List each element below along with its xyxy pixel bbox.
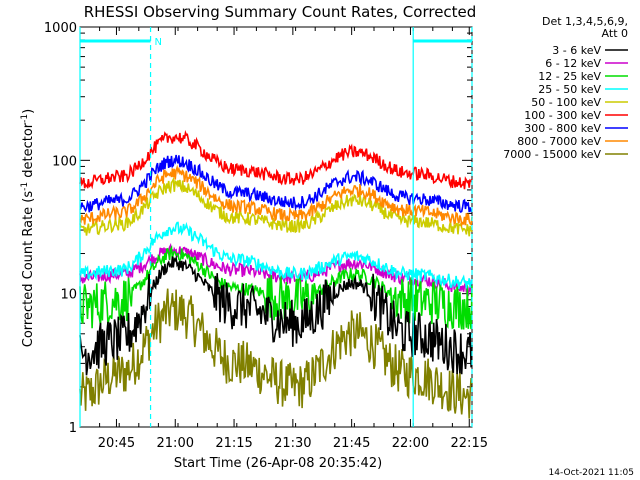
y-axis-label: Corrected Count Rate (s-1 detector-1) [20,109,36,347]
x-tick-label: 22:00 [392,436,429,451]
attenuator-label: N [155,37,162,48]
legend-label: 7000 - 15000 keV [503,148,601,161]
legend-label: 12 - 25 keV [538,70,601,83]
legend-label: 3 - 6 keV [552,44,601,57]
y-tick-label: 10 [60,288,77,303]
series-line-3 [79,221,473,290]
legend-header: Att 0 [602,27,628,40]
series-line-0 [79,255,473,376]
x-tick-label: 21:30 [274,436,311,451]
legend-header: Det 1,3,4,5,6,9, [542,15,628,28]
legend-label: 6 - 12 keV [545,57,601,70]
y-tick-label: 100 [52,154,77,169]
legend-label: 50 - 100 keV [531,96,601,109]
x-tick-label: 22:15 [451,436,488,451]
y-tick-label: 1000 [44,21,77,36]
legend-label: 100 - 300 keV [524,109,601,122]
series-line-2 [79,244,473,330]
legend-label: 25 - 50 keV [538,83,601,96]
x-tick-label: 21:15 [215,436,252,451]
plot-area: 1 10 100 1000 20:45 21:00 21:15 21:30 21:45 22:00… [44,21,488,451]
series-line-7 [79,164,473,228]
x-tick-label: 21:00 [157,436,194,451]
chart-title: RHESSI Observing Summary Count Rates, Co… [84,3,477,21]
series-line-8 [79,288,473,419]
footer-date: 14-Oct-2021 11:05 [549,468,634,478]
x-axis-label: Start Time (26-Apr-08 20:35:42) [174,456,382,471]
series-line-4 [79,176,473,237]
y-tick-label: 1 [69,421,77,436]
x-tick-label: 21:45 [333,436,370,451]
legend-label: 300 - 800 keV [524,122,601,135]
legend-label: 800 - 7000 keV [517,135,601,148]
x-tick-label: 20:45 [98,436,135,451]
series-line-6 [79,154,473,214]
series-line-5 [79,129,473,190]
